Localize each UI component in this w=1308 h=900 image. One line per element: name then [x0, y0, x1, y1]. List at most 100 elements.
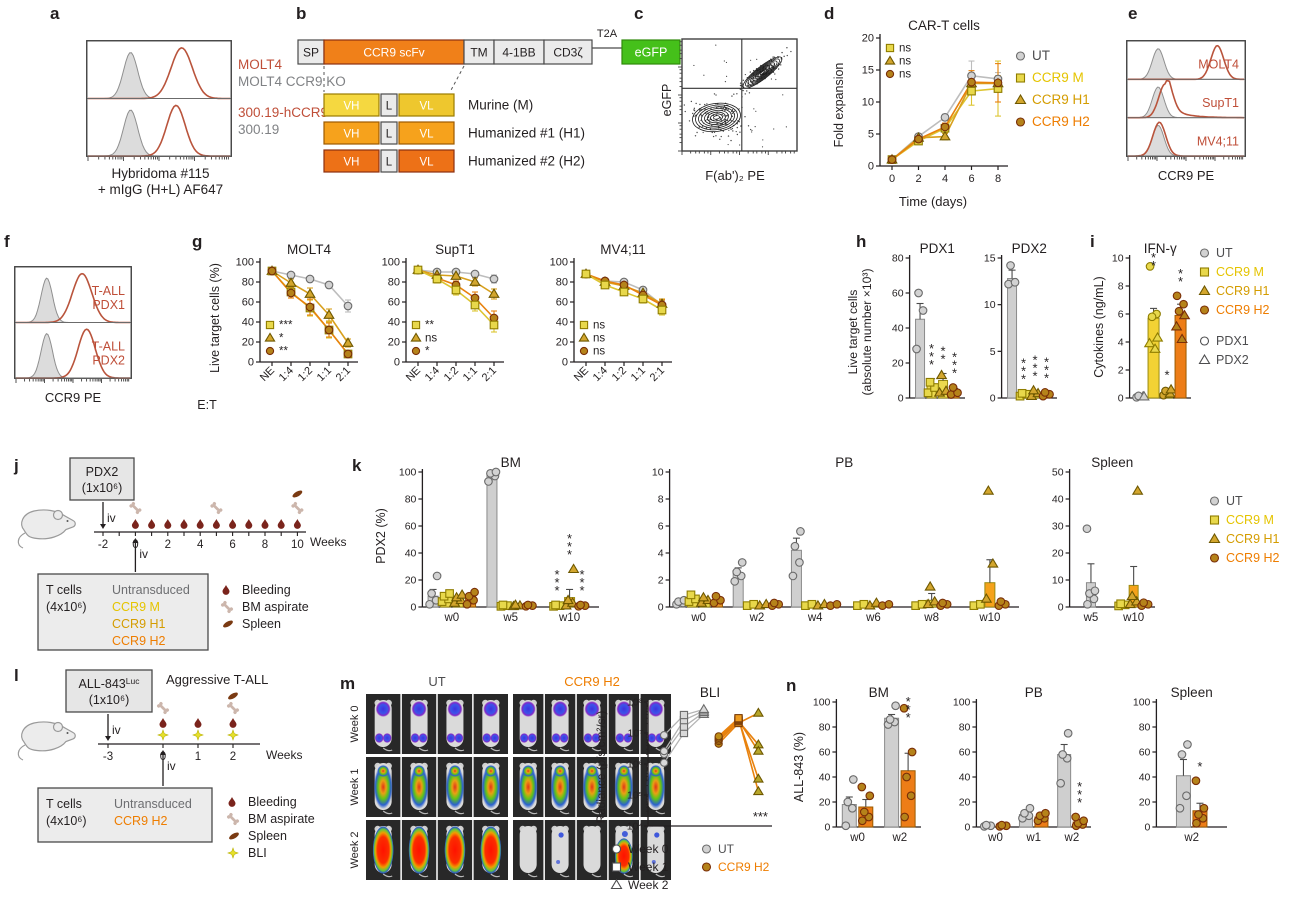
svg-text:TM: TM	[470, 45, 487, 59]
svg-text:4: 4	[942, 173, 948, 185]
svg-text:*: *	[1165, 368, 1170, 383]
svg-text:20: 20	[959, 797, 971, 809]
svg-text:*: *	[1077, 787, 1082, 802]
svg-text:ns: ns	[899, 56, 911, 68]
svg-text:0: 0	[1145, 822, 1151, 834]
panel-letter-k: k	[352, 456, 362, 475]
svg-text:ns: ns	[899, 43, 911, 55]
svg-text:PDX1: PDX1	[920, 242, 955, 256]
svg-text:*: *	[1044, 362, 1049, 377]
legend-item: CCR9 M	[1014, 70, 1090, 85]
svg-text:*: *	[929, 341, 934, 356]
svg-text:*: *	[1021, 355, 1026, 370]
panel-letter-a: a	[50, 4, 60, 23]
panel-k-legend: UT CCR9 M CCR9 H1 CCR9 H2	[1208, 494, 1280, 570]
svg-text:*: *	[555, 583, 560, 598]
svg-text:MOLT4: MOLT4	[287, 242, 331, 257]
svg-text:Weeks: Weeks	[310, 535, 346, 549]
label-30019: 300.19	[238, 122, 280, 137]
svg-text:0: 0	[1058, 602, 1064, 614]
svg-text:0: 0	[658, 602, 664, 614]
svg-text:w0: w0	[443, 612, 459, 624]
svg-text:w0: w0	[987, 832, 1003, 844]
panel-d-legend: UT CCR9 M CCR9 H1 CCR9 H2	[1014, 48, 1090, 136]
svg-text:ns: ns	[593, 346, 605, 358]
svg-text:80: 80	[959, 722, 971, 734]
svg-text:2: 2	[230, 751, 236, 763]
svg-text:1:2: 1:2	[442, 365, 461, 384]
legend-item: PDX1	[1198, 334, 1270, 348]
panel-letter-f: f	[4, 232, 10, 251]
svg-text:w2: w2	[749, 612, 765, 624]
panel-l-experiment-schema: ALL-843Luc(1x10⁶)Aggressive T-ALLiv-3012…	[8, 664, 353, 898]
svg-text:NE: NE	[404, 365, 423, 384]
svg-text:6: 6	[1118, 309, 1124, 321]
panel-letter-l: l	[14, 666, 19, 685]
svg-text:1:2: 1:2	[610, 365, 629, 384]
svg-text:w2: w2	[891, 832, 907, 844]
legend-item: Week 2	[610, 878, 668, 892]
svg-text:w0: w0	[849, 832, 865, 844]
svg-text:*: *	[1033, 369, 1038, 384]
svg-text:30: 30	[1052, 521, 1064, 533]
legend-item: CCR9 H1	[1208, 532, 1280, 546]
panel-f-x-axis-label: CCR9 PE	[44, 390, 102, 405]
legend-item: CCR9 H1	[1014, 92, 1090, 107]
svg-text:MOLT4: MOLT4	[1198, 58, 1239, 72]
panel-e-x-axis-label: CCR9 PE	[1157, 168, 1215, 183]
svg-text:80: 80	[556, 277, 568, 289]
svg-text:*: *	[952, 366, 957, 381]
svg-text:BM: BM	[501, 456, 521, 470]
svg-text:w4: w4	[807, 612, 823, 624]
svg-text:*: *	[1033, 353, 1038, 368]
svg-text:10⁷: 10⁷	[628, 728, 644, 740]
svg-text:Murine (M): Murine (M)	[468, 98, 533, 113]
svg-text:MV4;11: MV4;11	[1197, 134, 1239, 148]
svg-text:80: 80	[388, 277, 400, 289]
svg-text:*: *	[1151, 250, 1156, 265]
svg-text:VH: VH	[344, 100, 360, 112]
svg-text:*: *	[555, 567, 560, 582]
svg-text:iv: iv	[167, 759, 176, 773]
legend-item: CCR9 H2	[1014, 114, 1090, 129]
panel-h-pdx1-chart: 0 20 40 60 80 PDX1 * * * * * * * *	[884, 241, 968, 406]
label-30019-hccr9: 300.19-hCCR9	[238, 105, 329, 120]
svg-text:ALL-843Luc: ALL-843Luc	[79, 676, 141, 691]
panel-g-y-axis-label: Live target cells (%)	[208, 263, 222, 373]
svg-text:BLI: BLI	[248, 846, 267, 860]
panel-k-spleen-chart: 0 10 20 30 40 50 Spleen w5 w10	[1044, 455, 1158, 624]
svg-text:2: 2	[658, 575, 664, 587]
svg-text:60: 60	[1139, 747, 1151, 759]
svg-text:8: 8	[658, 494, 664, 506]
svg-text:*: *	[906, 694, 911, 709]
svg-text:VH: VH	[344, 156, 360, 168]
legend-item: Week 1	[610, 860, 668, 874]
panel-letter-i: i	[1090, 232, 1095, 251]
svg-text:60: 60	[892, 288, 904, 300]
svg-text:**: **	[279, 346, 288, 358]
panel-a-x-axis-label: Hybridoma #115 + mIgG (H+L) AF647	[97, 166, 224, 197]
svg-text:L: L	[386, 156, 393, 168]
svg-text:ns: ns	[593, 320, 605, 332]
svg-text:80: 80	[892, 253, 904, 265]
svg-text:T cells: T cells	[46, 583, 82, 597]
svg-text:2:1: 2:1	[480, 365, 499, 384]
svg-text:VH: VH	[344, 128, 360, 140]
svg-text:Humanized #2 (H2): Humanized #2 (H2)	[468, 154, 585, 169]
legend-item: CCR9 H2	[1208, 551, 1280, 565]
panel-letter-n: n	[786, 676, 797, 695]
svg-text:Bleeding: Bleeding	[248, 795, 297, 809]
panel-m-bioluminescence-images: UT CCR9 H2 Week 0 Week 1 Week 2	[349, 674, 672, 886]
svg-text:100: 100	[813, 697, 831, 709]
svg-text:CD3ζ: CD3ζ	[553, 45, 583, 59]
panel-g-supt1-chart: 0 20 40 60 80 100 NE 1:4 1:2 1:1 2:1 SupT1 ** ns *	[372, 242, 514, 402]
panel-g-et-label: E:T	[197, 398, 217, 412]
svg-text:BM aspirate: BM aspirate	[248, 812, 315, 826]
panel-letter-e: e	[1128, 4, 1138, 23]
svg-text:40: 40	[405, 548, 417, 560]
svg-text:15: 15	[984, 253, 996, 265]
svg-text:0: 0	[562, 357, 568, 369]
panel-n-bm-chart: 0 20 40 60 80 100 BM w0 * * * w2	[804, 685, 924, 844]
svg-text:0: 0	[411, 602, 417, 614]
